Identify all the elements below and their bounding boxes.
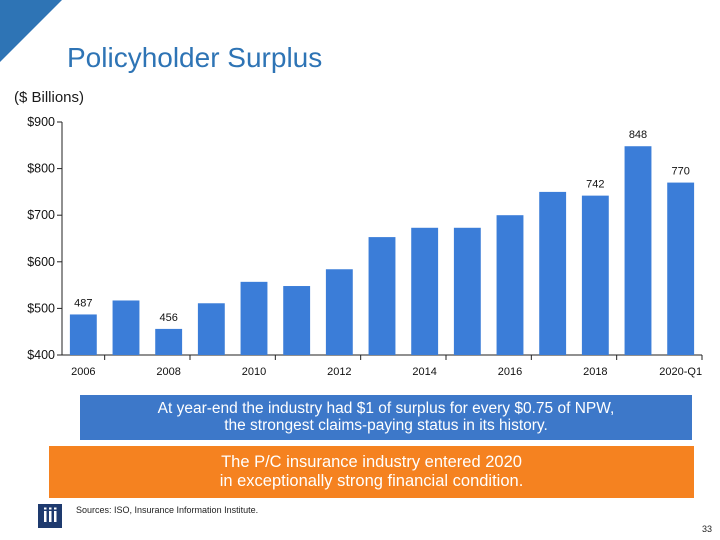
x-tick-label-2018: 2018 [583, 366, 607, 378]
data-label-2019: 848 [629, 129, 647, 141]
bar-2020-Q1 [667, 182, 695, 355]
iii-logo-icon [38, 504, 62, 528]
y-tick-label: $400 [27, 348, 55, 362]
slide-title: Policyholder Surplus [67, 42, 323, 73]
bar-2006 [69, 314, 97, 355]
x-tick-label-2010: 2010 [242, 366, 266, 378]
financial-condition-line-1: The P/C insurance industry entered 2020 [221, 453, 522, 471]
data-label-2008: 456 [159, 312, 177, 324]
x-tick-label-2008: 2008 [156, 366, 180, 378]
bar-2016 [496, 215, 524, 355]
surplus-bar-chart: $400 $500 $600 $700 $800 $900 2006 487 2008 456 20… [27, 115, 703, 378]
bar-2011 [283, 286, 311, 355]
data-label-2020-Q1: 770 [671, 166, 689, 178]
npw-ratio-line-2: the strongest claims-paying status in it… [224, 417, 548, 434]
y-tick-label: $700 [27, 208, 55, 222]
npw-ratio-callout: At year-end the industry had $1 of surpl… [80, 395, 692, 440]
bar-2018 [581, 195, 609, 355]
bar-2019 [624, 146, 652, 355]
bar-2008 [155, 328, 183, 355]
bar-2010 [240, 281, 268, 355]
bar-2012 [325, 269, 353, 355]
x-tick-label-2020-Q1: 2020-Q1 [659, 366, 702, 378]
bar-2017 [539, 191, 567, 355]
x-tick-label-2006: 2006 [71, 366, 95, 378]
bar-2013 [368, 237, 396, 355]
sources-note: Sources: ISO, Insurance Information Inst… [76, 505, 259, 515]
y-tick-label: $600 [27, 255, 55, 269]
bar-2009 [197, 303, 225, 355]
bar-2014 [411, 227, 439, 355]
y-tick-label: $900 [27, 115, 55, 129]
bar-2007 [112, 300, 140, 355]
y-tick-label: $500 [27, 301, 55, 315]
bar-2015 [453, 227, 481, 355]
x-tick-label-2012: 2012 [327, 366, 351, 378]
y-tick-label: $800 [27, 162, 55, 176]
financial-condition-callout: The P/C insurance industry entered 2020 … [49, 446, 694, 498]
x-tick-label-2014: 2014 [412, 366, 436, 378]
financial-condition-line-2: in exceptionally strong financial condit… [219, 472, 524, 490]
data-label-2006: 487 [74, 297, 92, 309]
chart-unit-label: ($ Billions) [14, 89, 85, 106]
corner-accent [0, 0, 62, 62]
data-label-2018: 742 [586, 179, 604, 191]
page-number: 33 [701, 524, 712, 534]
x-tick-label-2016: 2016 [498, 366, 522, 378]
npw-ratio-line-1: At year-end the industry had $1 of surpl… [157, 400, 615, 417]
